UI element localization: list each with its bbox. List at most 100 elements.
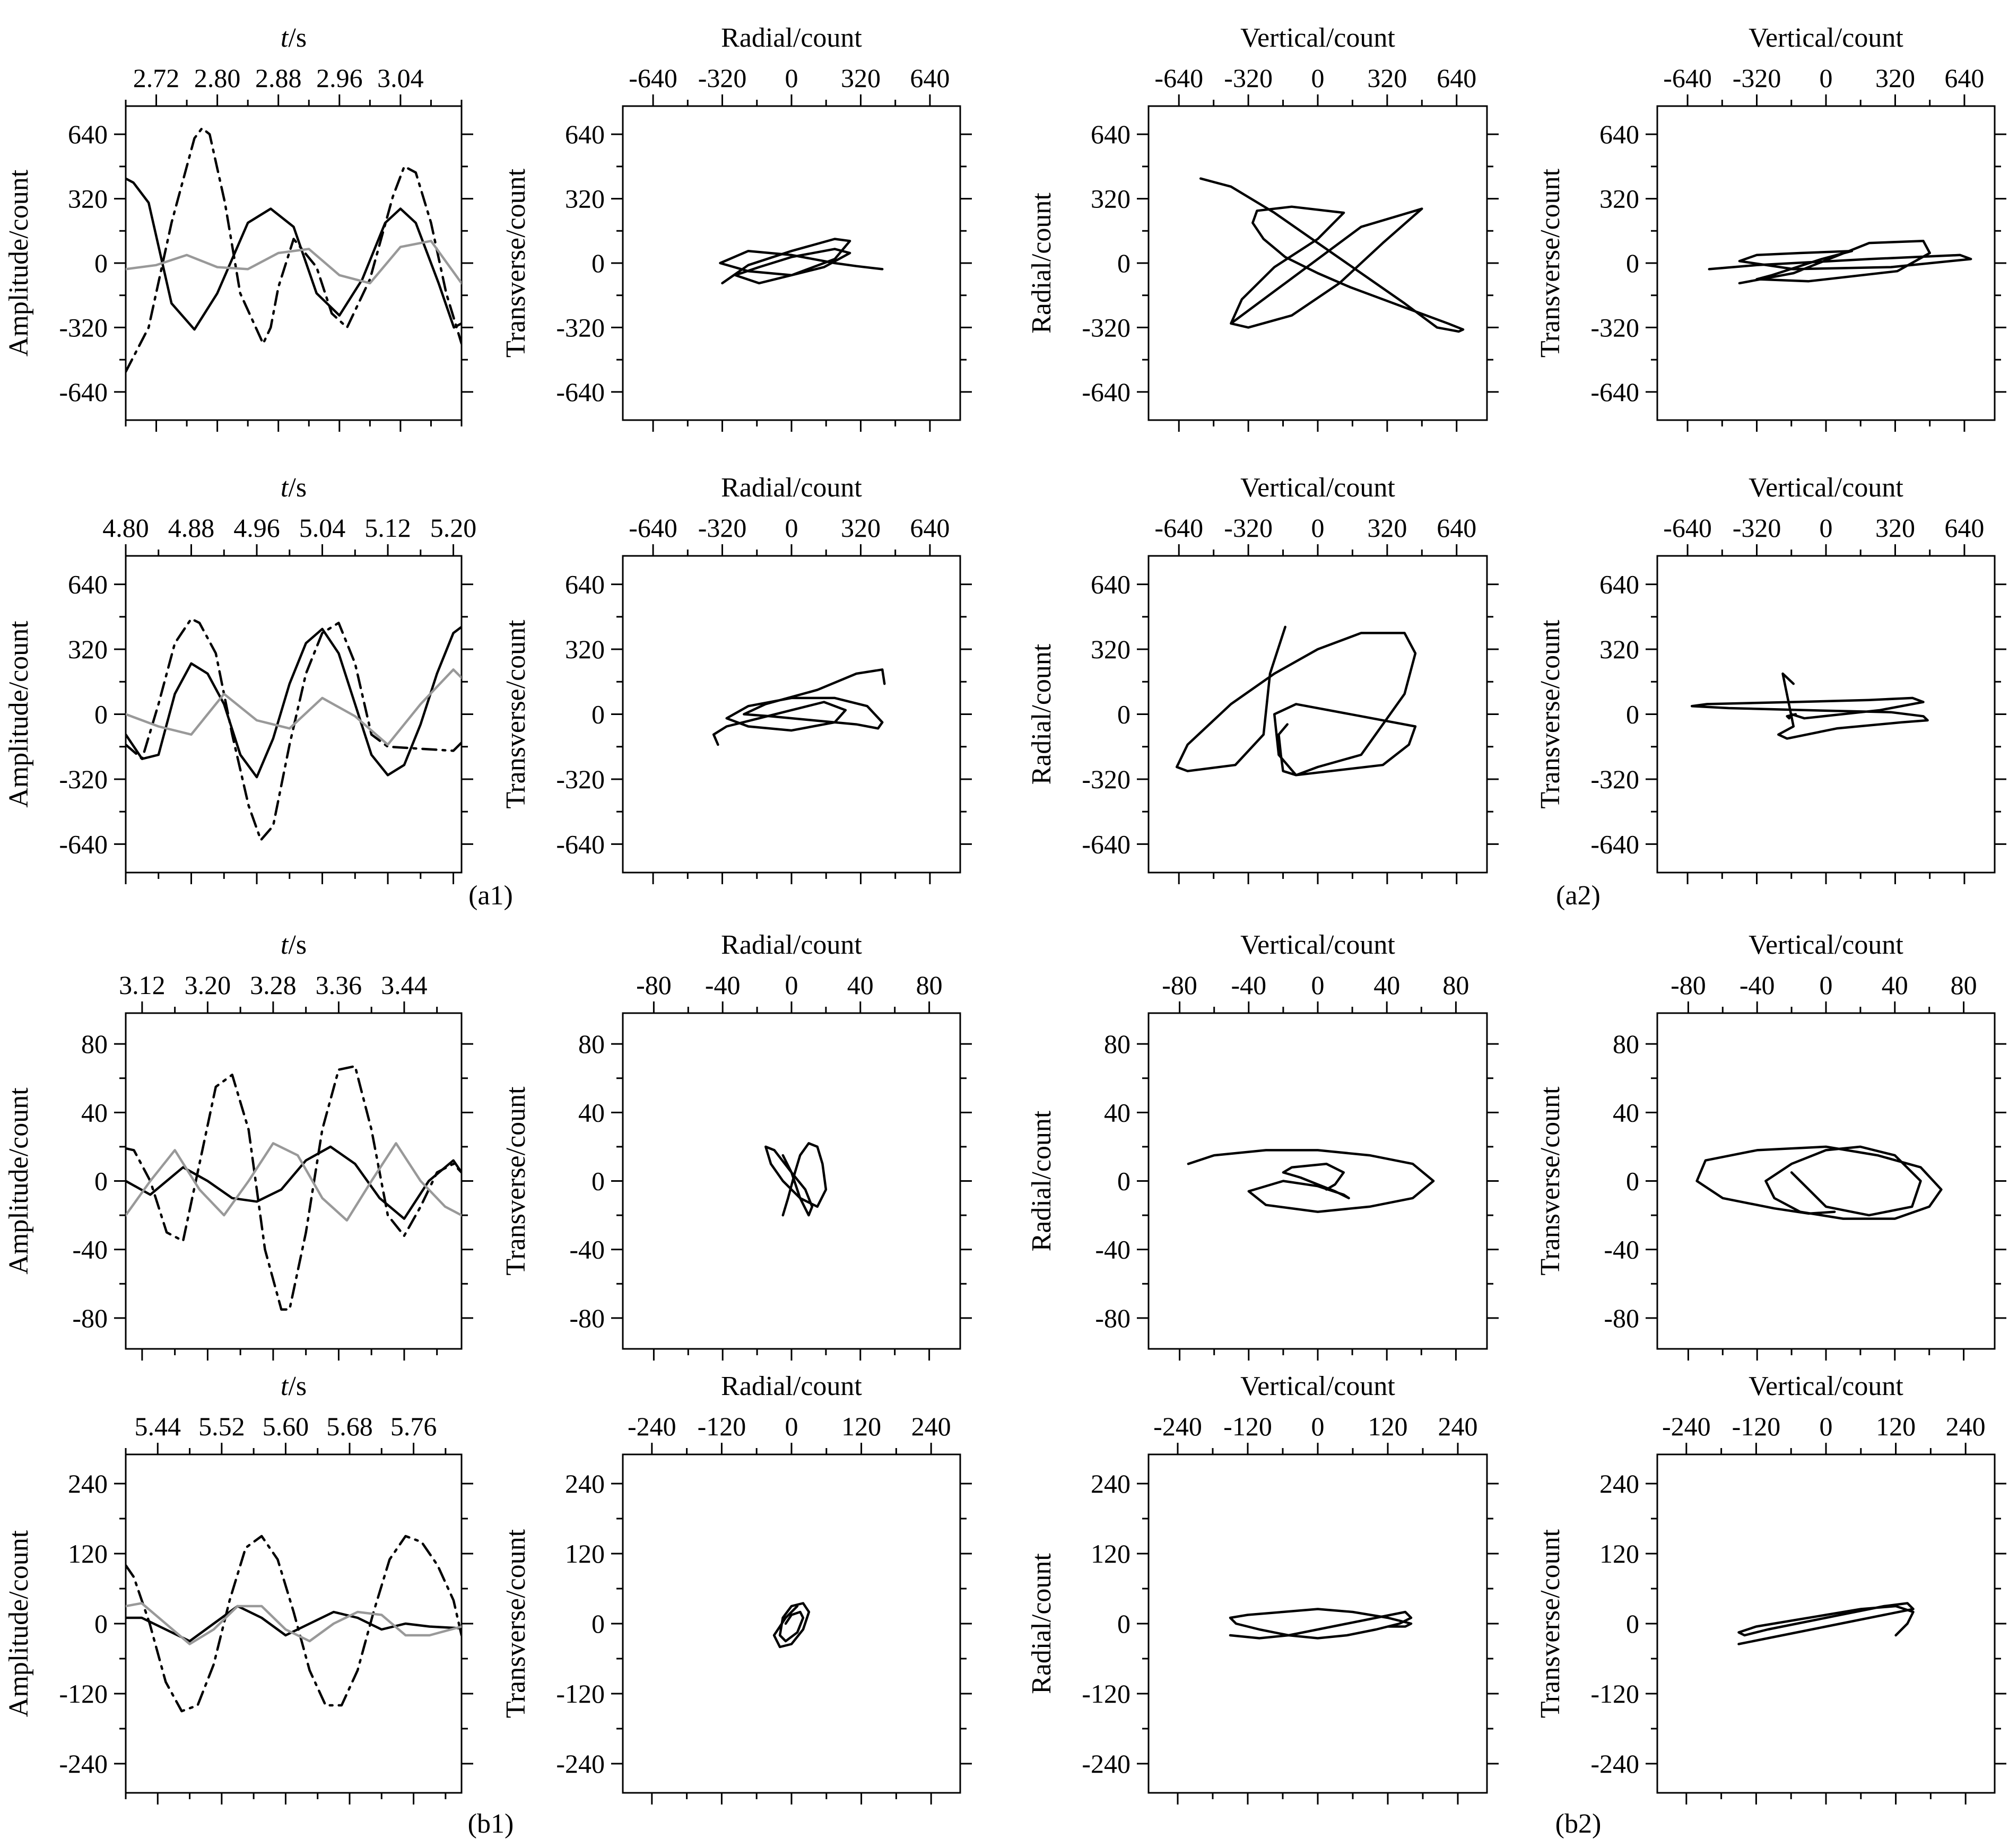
x-tick-label: 0 [1820,63,1833,93]
y-axis-title: Transverse/count [501,1529,531,1718]
y-tick-label: 0 [1117,700,1130,729]
y-tick-label: 240 [68,1469,108,1498]
x-tick-label: -120 [698,1411,746,1441]
y-tick-label: -320 [1590,312,1639,342]
x-tick-label: -40 [1231,970,1266,1000]
y-axis-title: Transverse/count [501,620,531,809]
y-axis-title: Transverse/count [1535,1529,1566,1718]
x-tick-label: 0 [1820,513,1833,543]
series-radial [126,177,462,331]
x-tick-label: -120 [1732,1411,1781,1441]
x-axis-title: t/s [281,1371,307,1401]
y-tick-label: -240 [556,1749,605,1779]
x-tick-label: 2.88 [255,63,302,93]
panel-b1-time: 3.12 3.20 3.28 3.36 3.44 80 40 0 -40 -80 t/s Amplit… [4,930,473,1361]
x-tick-label: 320 [1875,63,1915,93]
series-transverse [126,668,462,746]
x-tick-label: 5.44 [135,1411,181,1441]
y-tick-label: 0 [1626,248,1639,278]
x-tick-label: -80 [1671,970,1706,1000]
y-tick-label: -640 [59,377,108,407]
y-axis-title: Transverse/count [501,1086,531,1276]
y-axis-title: Amplitude/count [4,169,34,356]
x-tick-label: 5.60 [263,1411,309,1441]
y-tick-label: 80 [1613,1029,1639,1059]
y-tick-label: -640 [1082,377,1130,407]
y-tick-label: 0 [1117,248,1130,278]
x-tick-label: 240 [1946,1411,1986,1441]
x-tick-label: -640 [1154,513,1203,543]
y-tick-label: -240 [1082,1749,1130,1779]
x-tick-label: 0 [785,63,798,93]
x-tick-label: 2.72 [133,63,180,93]
plot-frame [622,555,961,874]
x-tick-label: 40 [847,970,874,1000]
panel-b2-time: 5.44 5.52 5.60 5.68 5.76 240 120 0 -120 -240 t/s Am… [4,1371,473,1805]
x-tick-label: 640 [1437,63,1476,93]
x-axis-title: Vertical/count [1240,473,1395,503]
y-tick-label: 640 [565,119,605,149]
y-tick-label: 40 [81,1097,108,1127]
y-tick-label: -40 [1604,1235,1639,1265]
y-tick-label: 40 [1613,1097,1639,1127]
y-tick-label: 320 [1599,634,1639,664]
y-tick-label: 0 [1626,1166,1639,1196]
series-particle-motion [1695,1145,1943,1220]
x-tick-label: 4.80 [102,513,149,543]
x-axis-title: Radial/count [721,1371,862,1401]
x-tick-label: -640 [629,513,677,543]
series-particle-motion [772,1602,811,1649]
x-tick-label: -640 [1663,513,1712,543]
panel-a1-vert-trans: -640 -320 0 320 640 640 320 0 -320 -640 Vertical/c… [1535,23,2006,432]
y-tick-label: -40 [72,1235,108,1265]
x-tick-label: 240 [911,1411,951,1441]
x-tick-label: 120 [841,1411,881,1441]
y-axis-title: Transverse/count [1535,168,1566,358]
y-tick-label: 320 [1599,184,1639,214]
panel-a1-rad-trans: -640 -320 0 320 640 640 320 0 -320 -640 Radial/cou… [501,23,972,432]
y-tick-label: 0 [592,1609,605,1638]
x-tick-label: -640 [1663,63,1712,93]
y-axis-title: Transverse/count [1535,620,1566,809]
panel-b1-rad-trans: -80 -40 0 40 80 80 40 0 -40 -80 Radial/count Transv… [501,930,972,1361]
series-particle-motion [764,1142,828,1217]
x-axis-title: t/s [281,473,307,503]
x-axis-title: Vertical/count [1240,1371,1395,1401]
y-axis-title: Amplitude/count [4,1087,34,1275]
y-tick-label: -320 [556,764,605,794]
x-tick-label: 5.12 [364,513,411,543]
series-particle-motion [1690,672,1929,740]
y-tick-label: -80 [1604,1303,1639,1333]
x-tick-label: -320 [1224,63,1273,93]
plot-frame [1147,105,1488,421]
x-tick-label: 3.28 [250,970,297,1000]
x-tick-label: 80 [1951,970,1977,1000]
y-tick-label: 80 [578,1029,605,1059]
y-axis-title: Radial/count [1027,643,1057,784]
series-vertical [126,617,462,842]
plot-frame [1147,1012,1488,1350]
y-tick-label: -80 [72,1303,108,1333]
series-particle-motion [1199,177,1465,333]
series-transverse [126,240,462,285]
x-tick-label: 640 [910,513,950,543]
y-tick-label: 0 [1117,1609,1130,1638]
y-tick-label: -320 [1082,764,1130,794]
x-tick-label: 120 [1368,1411,1408,1441]
group-label: (a2) [1556,881,1601,911]
x-tick-label: 320 [841,513,881,543]
y-tick-label: 0 [592,248,605,278]
y-axis-title: Transverse/count [1535,1086,1566,1276]
y-tick-label: -120 [1082,1679,1130,1708]
y-tick-label: 0 [592,700,605,729]
x-tick-label: 640 [1437,513,1476,543]
x-tick-label: -240 [1153,1411,1202,1441]
y-tick-label: 640 [1091,119,1130,149]
panel-a2-time: 4.80 4.88 4.96 5.04 5.12 5.20 640 320 0 -320 -640 t… [4,473,476,884]
x-axis-title: Radial/count [721,930,862,960]
x-tick-label: -40 [705,970,741,1000]
group-label: (b1) [468,1809,514,1839]
group-label: (a1) [468,881,513,911]
y-tick-label: -640 [1082,829,1130,859]
group-label: (b2) [1555,1809,1602,1839]
